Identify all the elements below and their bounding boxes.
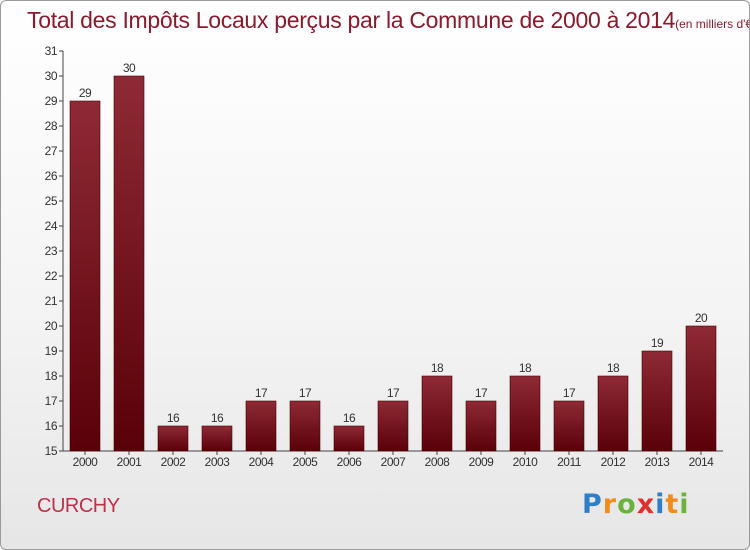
x-tick-label: 2002 [161,455,187,469]
bar [201,425,233,452]
logo-letter: i [655,489,666,520]
bar [113,75,145,452]
bar [597,375,629,452]
bar [377,400,409,452]
bar [509,375,541,452]
y-tick-label: 17 [45,394,58,408]
y-tick-label: 26 [45,169,58,183]
bar-value-label: 30 [123,61,136,75]
logo-letter: t [665,489,680,520]
logo-letter: P [582,489,603,520]
chart-title: Total des Impôts Locaux perçus par la Co… [27,7,750,34]
y-tick-label: 16 [45,419,58,433]
bar-value-label: 18 [431,361,444,375]
bar [421,375,453,452]
x-tick-label: 2011 [557,455,582,469]
chart-title-unit: (en milliers d'€) [675,17,750,31]
x-tick-label: 2001 [117,455,143,469]
bar-value-label: 16 [211,411,224,425]
chart-title-text: Total des Impôts Locaux perçus par la Co… [27,7,676,33]
logo-letter: o [617,489,637,520]
y-tick-label: 29 [45,94,58,108]
bar [333,425,365,452]
logo-letter: i [679,489,690,520]
x-tick-label: 2003 [205,455,231,469]
bar [641,350,673,452]
logo-letter: x [636,489,656,520]
bar-value-label: 16 [343,411,356,425]
bar-value-label: 19 [651,336,664,350]
y-tick-label: 28 [45,119,58,133]
proxiti-logo: Proxiti [582,489,690,520]
bar [553,400,585,452]
bar-value-label: 20 [695,311,708,325]
y-tick-label: 31 [45,44,58,58]
bar-value-label: 17 [255,386,268,400]
x-tick-label: 2010 [513,455,539,469]
bar-value-label: 17 [563,386,576,400]
bar [465,400,497,452]
y-tick-label: 22 [45,269,58,283]
bar [69,100,101,452]
x-tick-label: 2012 [601,455,627,469]
y-tick-label: 18 [45,369,58,383]
bar-value-label: 18 [519,361,532,375]
bar [289,400,321,452]
y-tick-label: 27 [45,144,58,158]
x-tick-label: 2008 [425,455,451,469]
x-tick-label: 2005 [293,455,319,469]
x-tick-label: 2004 [249,455,275,469]
commune-name: CURCHY [37,495,120,517]
y-tick-label: 19 [45,344,58,358]
bar [685,325,717,452]
bar-value-label: 17 [387,386,400,400]
bar-value-label: 16 [167,411,180,425]
x-tick-label: 2014 [689,455,715,469]
bar [157,425,189,452]
bar-value-label: 17 [475,386,488,400]
bar-value-label: 18 [607,361,620,375]
y-tick-label: 24 [45,219,58,233]
logo-letter: r [602,489,618,520]
y-tick-label: 30 [45,69,58,83]
bar [245,400,277,452]
x-tick-label: 2009 [469,455,495,469]
y-tick-label: 15 [45,444,58,458]
bar-value-label: 29 [79,86,92,100]
y-tick-label: 20 [45,319,58,333]
x-tick-label: 2013 [645,455,671,469]
y-tick-label: 23 [45,244,58,258]
x-tick-label: 2000 [73,455,99,469]
x-tick-label: 2006 [337,455,363,469]
y-tick-label: 21 [45,294,58,308]
x-tick-label: 2007 [381,455,407,469]
bar-value-label: 17 [299,386,312,400]
y-tick-label: 25 [45,194,58,208]
